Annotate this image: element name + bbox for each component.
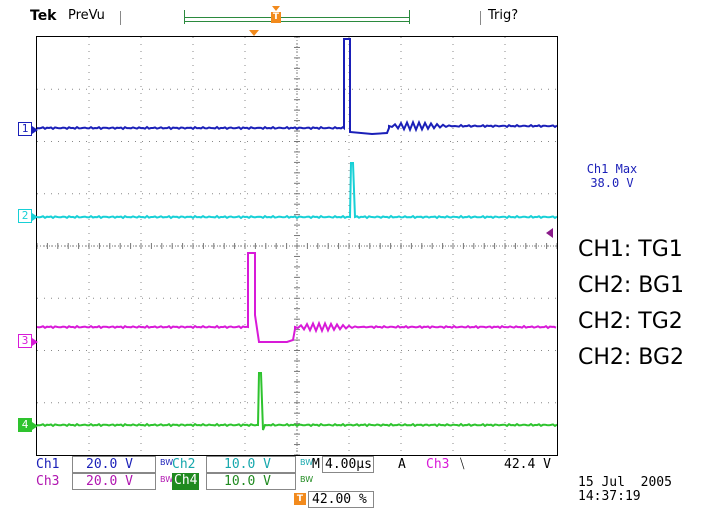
record-view-bar[interactable]: T [184, 6, 410, 24]
acquisition-mode: PreVu [68, 8, 105, 23]
ch1-ground-marker[interactable]: 1 [18, 122, 38, 136]
timebase: 4.00µs [325, 457, 372, 472]
ch2-scale-box[interactable] [206, 456, 296, 473]
record-trigger-icon: T [271, 12, 281, 23]
ch2-name[interactable]: Ch2 [172, 457, 196, 472]
ch3-bw-limit: BW [160, 475, 174, 484]
ch1-waveform [37, 38, 557, 136]
trigger-position-small-icon: T [294, 493, 306, 505]
ch2-waveform [37, 162, 557, 220]
ch3-marker-label: 3 [21, 334, 29, 347]
ch4-marker-label: 4 [21, 418, 29, 431]
ch4-bw-limit: BW [300, 475, 314, 484]
ch2-marker-label: 2 [21, 209, 29, 222]
trigger-status: Trig? [488, 8, 519, 23]
record-trigger-arrow [272, 6, 280, 11]
scope-graticule [36, 36, 558, 456]
ch4-scale: 10.0 V [224, 474, 271, 489]
trigger-slope-icon: ⧹ [460, 457, 465, 472]
annotation-ch1: CH1: TG1 [578, 237, 683, 262]
trigger-position-arrow [249, 30, 259, 36]
trigger-source[interactable]: Ch3 [426, 457, 450, 472]
top-status-bar: Tek PreVu T Trig? [0, 0, 719, 34]
trigger-level-marker[interactable] [546, 228, 553, 238]
timebase-prefix: M [312, 457, 320, 472]
ch4-scale-box[interactable] [206, 473, 296, 490]
ch1-name[interactable]: Ch1 [36, 457, 60, 472]
timebase-box[interactable] [322, 456, 374, 473]
brand-logo: Tek [30, 8, 57, 24]
trigger-position: 42.00 % [312, 492, 367, 507]
trigger-position-box[interactable] [308, 491, 374, 508]
annotation-ch4: CH2: BG2 [578, 345, 685, 370]
divider [120, 11, 121, 25]
graticule-grid [37, 37, 557, 455]
record-bar-line [184, 17, 410, 18]
ch2-scale: 10.0 V [224, 457, 271, 472]
trigger-coupling: A [398, 457, 406, 472]
ch3-ground-marker[interactable]: 3 [18, 334, 38, 348]
ch3-name[interactable]: Ch3 [36, 474, 60, 489]
ch1-marker-label: 1 [21, 122, 29, 135]
timestamp-time: 14:37:19 [578, 489, 641, 504]
ch4-name[interactable]: Ch4 [172, 473, 200, 490]
bottom-readout-panel: Ch1 20.0 V BW Ch2 10.0 V BW M 4.00µs A C… [36, 456, 556, 508]
measurement-readout: Ch1 Max 38.0 V [582, 162, 642, 190]
ch2-bw-limit: BW [300, 458, 314, 467]
timestamp-date: 15 Jul 2005 [578, 475, 672, 490]
divider [480, 11, 481, 25]
ch1-bw-limit: BW [160, 458, 174, 467]
ch1-scale: 20.0 V [86, 457, 133, 472]
measurement-name: Ch1 Max [586, 162, 638, 176]
ch3-scale-box[interactable] [72, 473, 156, 490]
waveforms [37, 38, 557, 431]
record-bar-line-lower [184, 21, 410, 22]
ch4-ground-marker[interactable]: 4 [18, 418, 38, 432]
ch2-ground-marker[interactable]: 2 [18, 209, 38, 223]
ch1-scale-box[interactable] [72, 456, 156, 473]
annotation-ch2: CH2: BG1 [578, 273, 685, 298]
annotation-ch3: CH2: TG2 [578, 309, 683, 334]
timestamp: 15 Jul 2005 14:37:19 [578, 476, 672, 504]
ch3-scale: 20.0 V [86, 474, 133, 489]
ch4-waveform [37, 372, 557, 431]
ch3-waveform [37, 252, 557, 343]
trigger-level[interactable]: 42.4 V [504, 457, 551, 472]
measurement-value: 38.0 V [590, 176, 634, 190]
